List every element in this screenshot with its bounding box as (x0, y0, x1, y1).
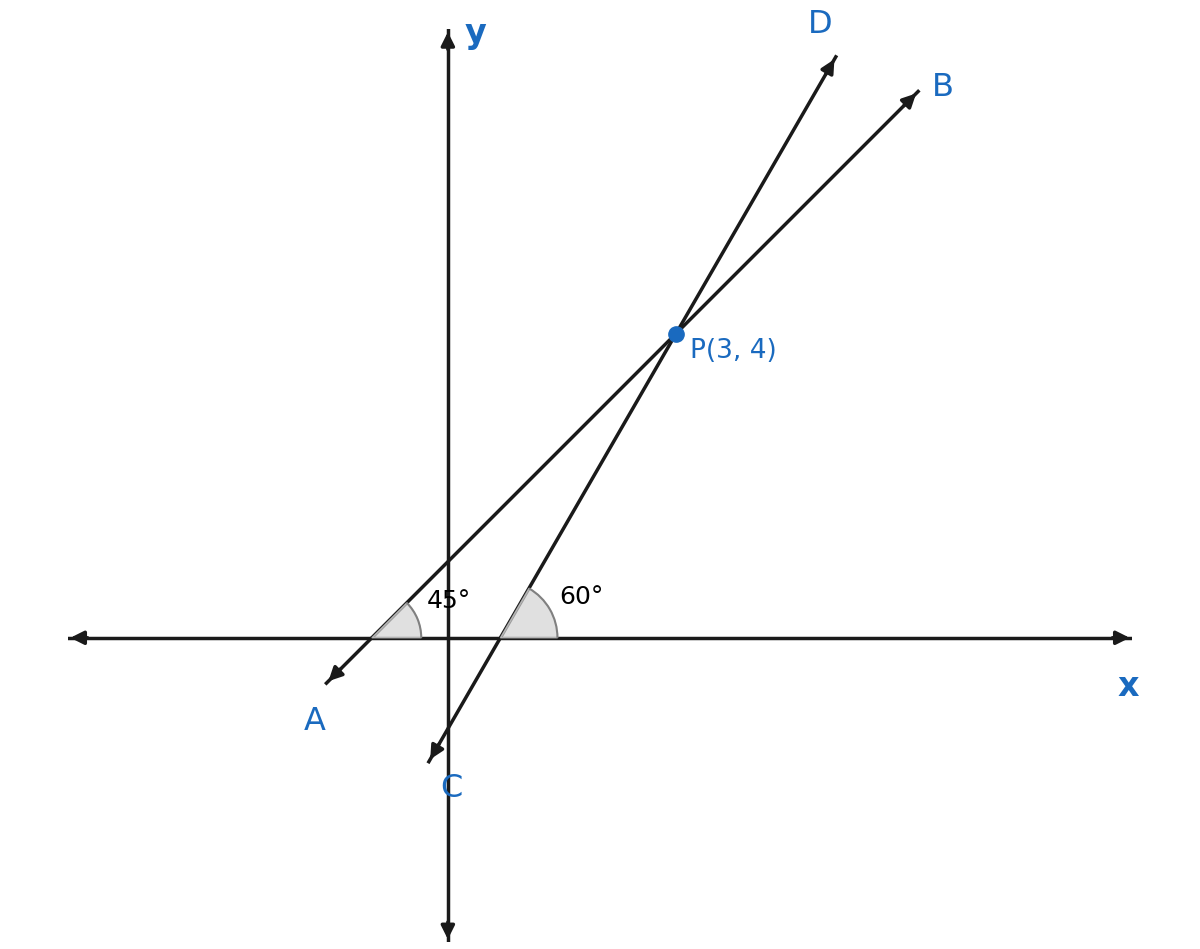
Polygon shape (372, 603, 421, 638)
Text: 45°: 45° (426, 589, 470, 613)
Text: C: C (440, 773, 462, 804)
Text: A: A (304, 706, 326, 737)
Text: 60°: 60° (559, 585, 604, 609)
Text: y: y (464, 16, 486, 49)
Text: D: D (808, 9, 832, 40)
Text: P(3, 4): P(3, 4) (690, 338, 776, 363)
Polygon shape (500, 588, 558, 638)
Text: x: x (1118, 670, 1140, 703)
Text: B: B (932, 72, 954, 103)
